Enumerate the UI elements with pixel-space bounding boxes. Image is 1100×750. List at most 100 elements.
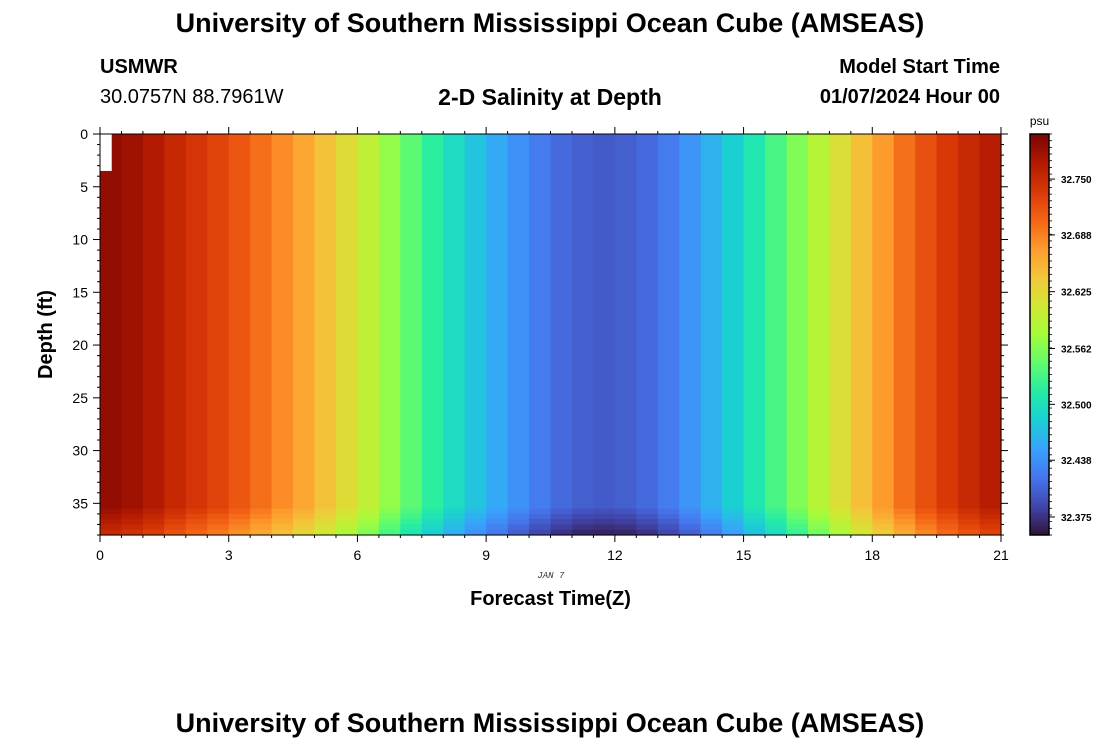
heatmap-cell xyxy=(185,519,208,526)
y-tick-label: 15 xyxy=(72,284,88,300)
x-tick-label: 0 xyxy=(96,547,104,563)
heatmap-cell xyxy=(915,134,938,510)
heatmap-cell xyxy=(829,519,852,526)
heatmap-cell xyxy=(400,513,423,520)
heatmap-cell xyxy=(486,508,509,515)
heatmap-cell xyxy=(293,524,316,531)
heatmap-cell xyxy=(529,529,552,536)
heatmap-cell xyxy=(142,508,165,515)
heatmap-cell xyxy=(571,513,594,520)
heatmap-cell xyxy=(936,529,959,536)
heatmap-cell xyxy=(614,134,637,510)
heatmap-cell xyxy=(722,134,745,510)
heatmap-cell xyxy=(872,529,895,536)
heatmap-cell xyxy=(958,134,981,510)
heatmap-cell xyxy=(700,513,723,520)
heatmap-cell xyxy=(228,519,251,526)
heatmap-cell xyxy=(421,524,444,531)
heatmap-cell xyxy=(571,519,594,526)
heatmap-cell xyxy=(421,508,444,515)
heatmap-cell xyxy=(657,508,680,515)
heatmap-cell xyxy=(679,524,702,531)
heatmap-cell xyxy=(850,524,873,531)
heatmap-cell xyxy=(936,134,959,510)
chart-subtitle: 2-D Salinity at Depth xyxy=(438,84,662,110)
y-tick-label: 20 xyxy=(72,337,88,353)
heatmap-cell xyxy=(121,529,144,536)
heatmap-cell xyxy=(743,134,766,510)
y-tick-label: 30 xyxy=(72,443,88,459)
heatmap-cell xyxy=(443,508,466,515)
heatmap-cell xyxy=(100,529,123,536)
heatmap-cell xyxy=(185,529,208,536)
heatmap-cell xyxy=(464,524,487,531)
heatmap-cell xyxy=(829,513,852,520)
heatmap-cell xyxy=(636,508,659,515)
heatmap-cell xyxy=(722,524,745,531)
heatmap-cell xyxy=(121,134,144,510)
heatmap-cell xyxy=(207,508,230,515)
x-tick-label: 12 xyxy=(607,547,623,563)
heatmap-cell xyxy=(872,524,895,531)
heatmap-cell xyxy=(657,529,680,536)
heatmap-cell xyxy=(807,519,830,526)
heatmap-cell xyxy=(335,134,359,510)
heatmap-cell xyxy=(271,513,294,520)
heatmap-cell xyxy=(529,508,552,515)
heatmap-cell xyxy=(743,513,766,520)
heatmap-cell xyxy=(100,519,123,526)
heatmap-cell xyxy=(893,524,916,531)
heatmap-cell xyxy=(765,508,788,515)
footer-title: University of Southern Mississippi Ocean… xyxy=(175,708,925,738)
heatmap-cell xyxy=(185,134,208,510)
heatmap-cell xyxy=(443,134,466,510)
heatmap-cell xyxy=(400,519,423,526)
heatmap-cell xyxy=(421,519,444,526)
heatmap-cell xyxy=(765,513,788,520)
heatmap-cell xyxy=(614,524,637,531)
heatmap-cell xyxy=(357,508,380,515)
heatmap-cell xyxy=(958,524,981,531)
heatmap-cell xyxy=(958,513,981,520)
heatmap-cell xyxy=(100,134,123,510)
y-axis: 0 5 10 15 20 25 30 35 xyxy=(72,126,1008,536)
heatmap-cell xyxy=(915,529,938,536)
y-axis-label: Depth (ft) xyxy=(35,290,57,379)
heatmap-cell xyxy=(765,524,788,531)
heatmap-cell xyxy=(507,524,530,531)
colorbar-tick-label: 32.562 xyxy=(1061,344,1092,355)
colorbar-units: psu xyxy=(1030,114,1049,128)
heatmap-cell xyxy=(765,134,788,510)
heatmap-cell xyxy=(378,513,401,520)
heatmap-cell xyxy=(979,513,1002,520)
heatmap-cell xyxy=(722,513,745,520)
heatmap-cell xyxy=(850,529,873,536)
heatmap-cell xyxy=(571,524,594,531)
heatmap-cell xyxy=(164,508,187,515)
heatmap-cell xyxy=(893,508,916,515)
heatmap-cell xyxy=(400,134,423,510)
heatmap-cell xyxy=(164,529,187,536)
x-tick-label: 3 xyxy=(225,547,233,563)
heatmap-cell xyxy=(743,524,766,531)
heatmap-cell xyxy=(958,508,981,515)
heatmap-cell xyxy=(357,513,380,520)
heatmap-cell xyxy=(571,134,594,510)
heatmap-cell xyxy=(464,529,487,536)
heatmap-cell xyxy=(829,508,852,515)
heatmap-cell xyxy=(614,529,637,536)
heatmap-cell xyxy=(464,508,487,515)
heatmap-cell xyxy=(121,524,144,531)
heatmap-cell xyxy=(679,519,702,526)
heatmap-cell xyxy=(293,134,316,510)
heatmap-cell xyxy=(185,524,208,531)
heatmap-cell xyxy=(979,524,1002,531)
heatmap-cell xyxy=(657,524,680,531)
heatmap-cell xyxy=(529,519,552,526)
heatmap-cell xyxy=(314,519,337,526)
heatmap-cell xyxy=(550,134,573,510)
heatmap-cell xyxy=(958,529,981,536)
heatmap-cell xyxy=(786,134,809,510)
heatmap-cell xyxy=(700,508,723,515)
heatmap-cell xyxy=(378,529,401,536)
